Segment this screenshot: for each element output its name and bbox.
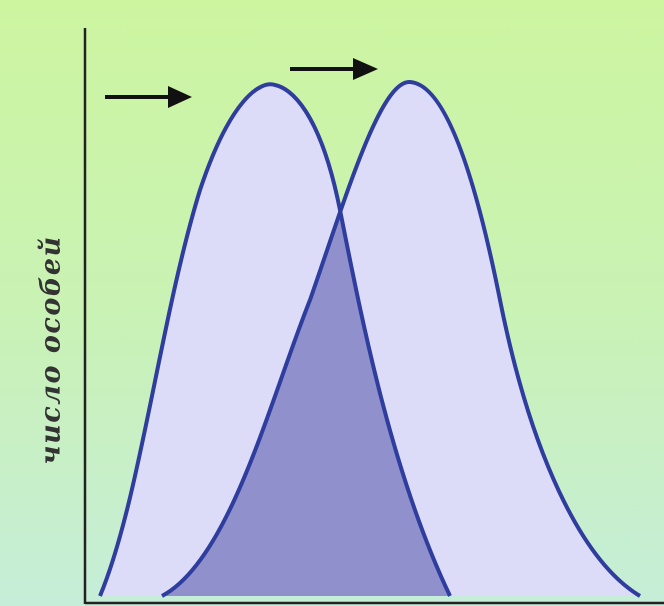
left-distribution-curve xyxy=(98,82,452,597)
shift-arrow-right xyxy=(290,58,378,80)
shift-arrow-left xyxy=(105,86,192,108)
y-axis-label: число особей xyxy=(36,235,67,464)
right-distribution-curve xyxy=(161,79,642,598)
